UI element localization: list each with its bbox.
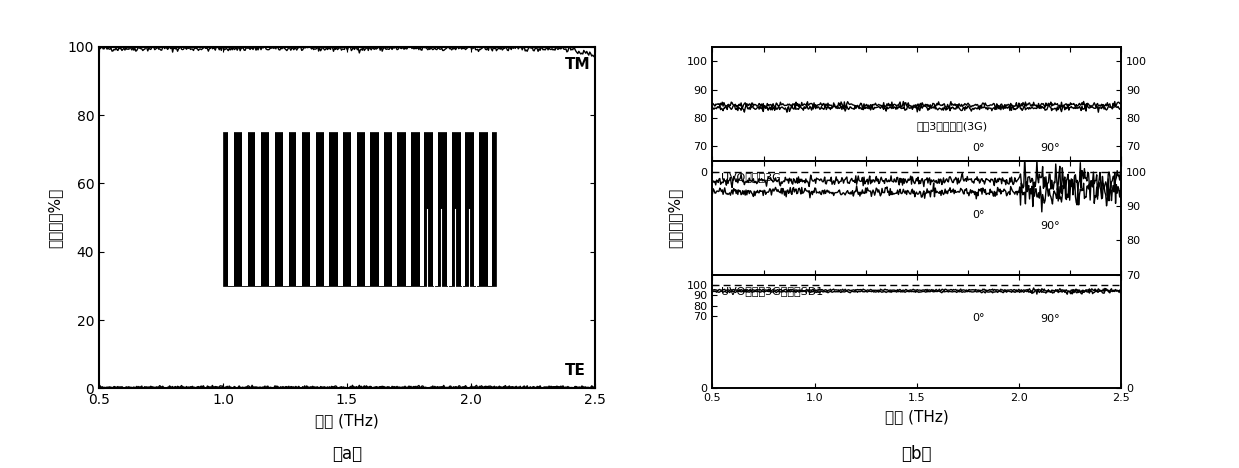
Text: 原始3层石墨烯(3G): 原始3层石墨烯(3G) [917, 121, 987, 131]
Bar [310, 132, 316, 286]
Text: 90°: 90° [1040, 314, 1059, 324]
Text: 90°: 90° [1040, 143, 1059, 153]
Text: （b）: （b） [902, 445, 932, 463]
Bar [393, 132, 398, 286]
Text: TM: TM [565, 57, 591, 72]
Text: 0°: 0° [971, 143, 985, 153]
Bar [475, 132, 478, 286]
Bar [379, 132, 384, 286]
Bar [364, 132, 370, 286]
Bar [488, 132, 492, 286]
Text: TE: TE [565, 363, 586, 378]
Bar [323, 132, 330, 286]
Bar [351, 132, 357, 286]
Text: 透过率（%）: 透过率（%） [668, 188, 683, 248]
Text: UVO处理后3G又旋涂SD1: UVO处理后3G又旋涂SD1 [721, 286, 823, 296]
X-axis label: 频率 (THz): 频率 (THz) [885, 409, 949, 424]
Bar [228, 132, 234, 286]
Text: （a）: （a） [332, 445, 362, 463]
Bar [434, 132, 439, 286]
Text: UVO处理后3G: UVO处理后3G [721, 172, 781, 182]
Bar [420, 132, 425, 286]
Text: 90°: 90° [1040, 221, 1059, 231]
Bar [337, 132, 343, 286]
Text: 0°: 0° [971, 210, 985, 219]
Bar [282, 132, 289, 286]
Bar [461, 132, 465, 286]
Text: 0°: 0° [971, 313, 985, 323]
X-axis label: 频率 (THz): 频率 (THz) [315, 413, 379, 428]
Bar [223, 132, 496, 286]
Bar [406, 132, 411, 286]
Bar [447, 132, 451, 286]
Bar [255, 132, 261, 286]
Bar [269, 132, 275, 286]
Y-axis label: 透过率（%）: 透过率（%） [47, 188, 62, 248]
Bar [242, 132, 248, 286]
Bar [296, 132, 302, 286]
